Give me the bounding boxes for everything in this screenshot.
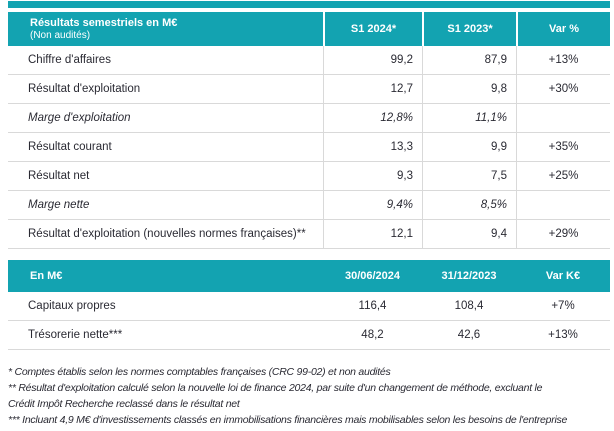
value-s1-2023: 11,1% <box>422 104 516 132</box>
row-label: Résultat net <box>28 170 90 182</box>
table-row-resultat-exploitation: Résultat d'exploitation 12,7 9,8 +30% <box>8 75 610 104</box>
value-s1-2023: 8,5% <box>422 191 516 219</box>
table-row-tresorerie-nette: Trésorerie nette*** 48,2 42,6 +13% <box>8 321 610 350</box>
row-label: Résultat courant <box>28 141 112 153</box>
value-var <box>516 104 610 132</box>
row-label: Trésorerie nette*** <box>28 329 123 341</box>
row-label: Marge nette <box>28 199 90 211</box>
value-s1-2024: 99,2 <box>323 46 422 74</box>
semiannual-results-table: Résultats semestriels en M€ (Non audités… <box>8 1 610 249</box>
table2-title: En M€ <box>30 269 63 282</box>
value-s1-2023: 9,4 <box>422 220 516 248</box>
table-row-resultat-exploitation-nouvelles-normes: Résultat d'exploitation (nouvelles norme… <box>8 220 610 249</box>
table1-title-cell: Résultats semestriels en M€ (Non audités… <box>8 12 323 46</box>
value-s1-2023: 9,9 <box>422 133 516 161</box>
table1-subtitle: (Non audités) <box>30 29 91 41</box>
footnote-2-line-2: Crédit Impôt Recherche reclassé dans le … <box>8 398 240 410</box>
table2-col-header-30-06-2024: 30/06/2024 <box>344 270 401 282</box>
value-s1-2024: 12,7 <box>323 75 422 103</box>
table1-col-header-s1-2024: S1 2024* <box>323 12 422 46</box>
value-31-12-2023: 42,6 <box>457 329 481 341</box>
row-label: Marge d'exploitation <box>28 112 131 124</box>
footnote-2-line-1: ** Résultat d'exploitation calculé selon… <box>8 382 543 394</box>
table-row-marge-exploitation: Marge d'exploitation 12,8% 11,1% <box>8 104 610 133</box>
table1-title: Résultats semestriels en M€ <box>30 16 178 29</box>
value-s1-2024: 12,8% <box>323 104 422 132</box>
value-s1-2023: 9,8 <box>422 75 516 103</box>
table2-header-row: En M€ 30/06/2024 31/12/2023 Var K€ <box>8 260 610 292</box>
value-30-06-2024: 116,4 <box>358 300 387 312</box>
value-var: +30% <box>516 75 610 103</box>
value-s1-2023: 7,5 <box>422 162 516 190</box>
footnote-3: *** Incluant 4,9 M€ d'investissements cl… <box>8 414 568 426</box>
row-label: Chiffre d'affaires <box>28 54 111 66</box>
value-var: +35% <box>516 133 610 161</box>
value-s1-2024: 9,4% <box>323 191 422 219</box>
value-s1-2024: 12,1 <box>323 220 422 248</box>
row-label: Résultat d'exploitation (nouvelles norme… <box>28 228 306 240</box>
value-var: +13% <box>548 329 578 341</box>
table-row-marge-nette: Marge nette 9,4% 8,5% <box>8 191 610 220</box>
table1-col-header-var: Var % <box>516 12 610 46</box>
value-var <box>516 191 610 219</box>
table-row-resultat-net: Résultat net 9,3 7,5 +25% <box>8 162 610 191</box>
value-s1-2023: 87,9 <box>422 46 516 74</box>
value-s1-2024: 13,3 <box>323 133 422 161</box>
value-31-12-2023: 108,4 <box>454 300 484 312</box>
value-var: +29% <box>516 220 610 248</box>
table-row-capitaux-propres: Capitaux propres 116,4 108,4 +7% <box>8 292 610 321</box>
row-label: Résultat d'exploitation <box>28 83 141 95</box>
table2-col-header-31-12-2023: 31/12/2023 <box>441 270 497 282</box>
value-s1-2024: 9,3 <box>323 162 422 190</box>
table-row-chiffre-affaires: Chiffre d'affaires 99,2 87,9 +13% <box>8 46 610 75</box>
footnote-1: * Comptes établis selon les normes compt… <box>8 366 391 378</box>
value-var: +7% <box>551 300 575 312</box>
balance-sheet-table: En M€ 30/06/2024 31/12/2023 Var K€ Capit… <box>8 260 610 350</box>
table2-title-cell: En M€ <box>8 260 323 292</box>
table-top-accent-bar <box>8 1 610 8</box>
table1-header-row: Résultats semestriels en M€ (Non audités… <box>8 12 610 46</box>
footnotes-block: * Comptes établis selon les normes compt… <box>8 364 606 428</box>
value-30-06-2024: 48,2 <box>361 329 384 341</box>
value-var: +25% <box>516 162 610 190</box>
value-var: +13% <box>516 46 610 74</box>
table-row-resultat-courant: Résultat courant 13,3 9,9 +35% <box>8 133 610 162</box>
row-label: Capitaux propres <box>28 300 116 312</box>
table2-col-header-var: Var K€ <box>545 270 581 282</box>
table1-col-header-s1-2023: S1 2023* <box>422 12 516 46</box>
